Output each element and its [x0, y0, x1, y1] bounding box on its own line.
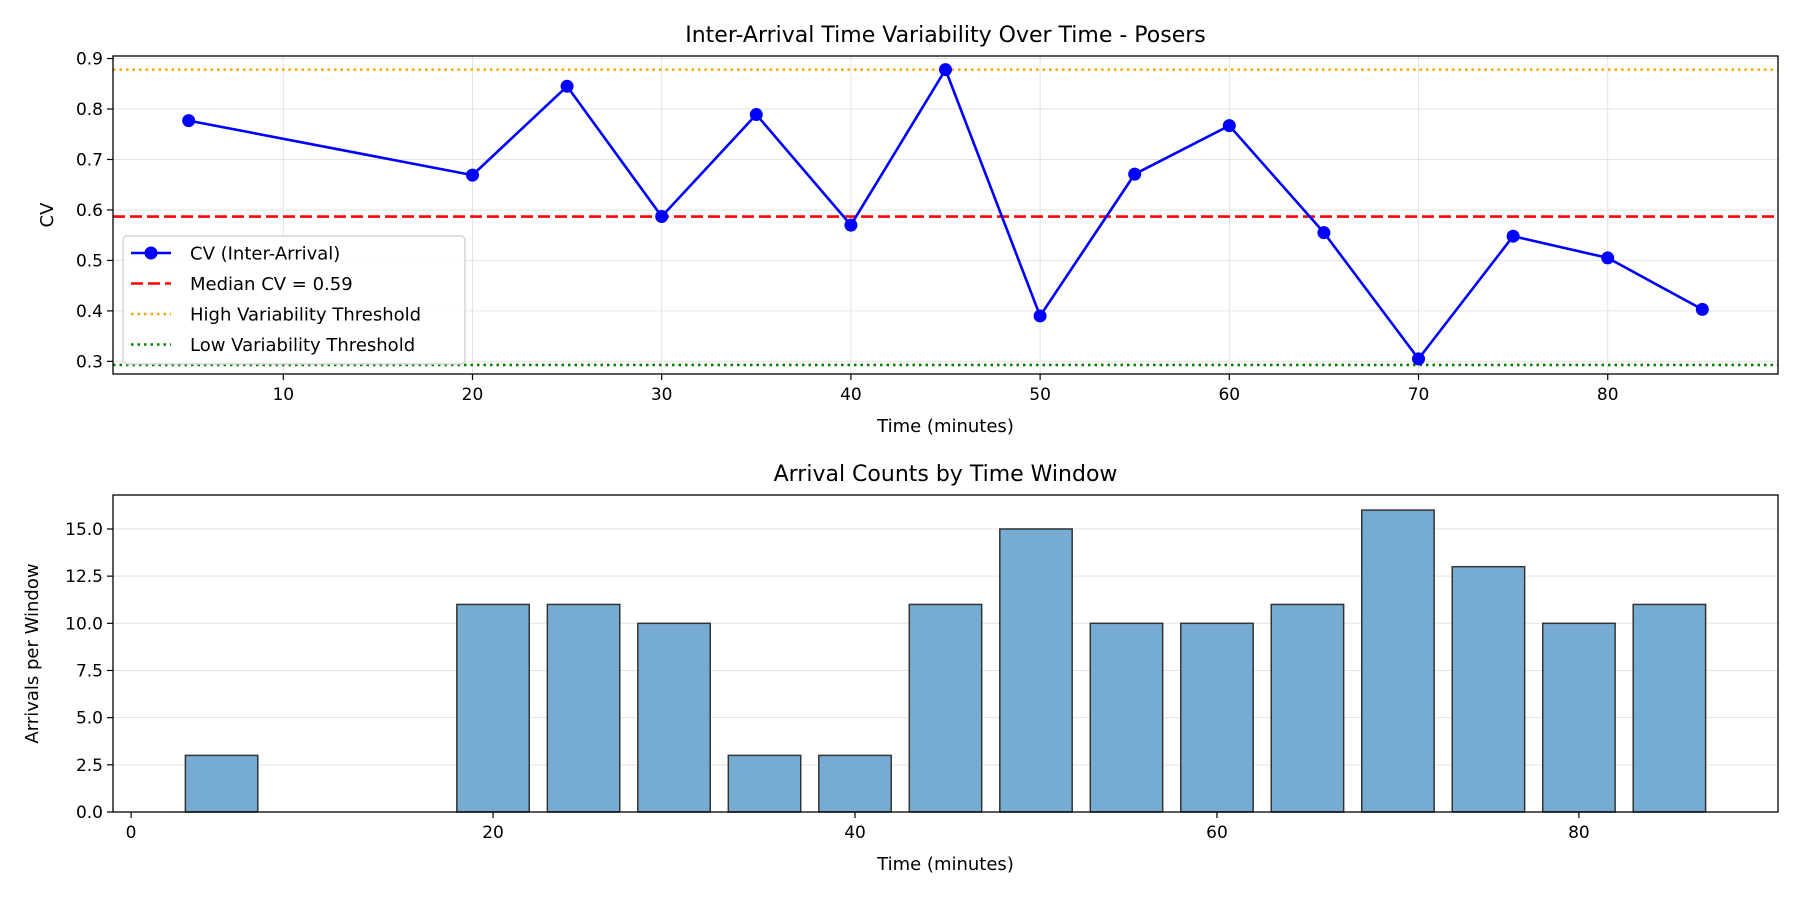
y-tick-label: 0.0 — [76, 803, 103, 823]
cv-data-point — [939, 63, 952, 77]
x-tick-label: 30 — [651, 385, 673, 405]
y-tick-label: 12.5 — [65, 567, 103, 587]
cv-data-point — [465, 168, 479, 182]
legend-entry-label: CV (Inter-Arrival) — [190, 244, 340, 265]
y-tick-label: 0.5 — [76, 251, 103, 271]
arrival-bar — [908, 603, 983, 813]
cv-data-point — [560, 79, 574, 93]
legend-entry-label: High Variability Threshold — [190, 305, 421, 326]
y-tick-label: 0.7 — [76, 150, 103, 170]
cv-data-point — [1222, 119, 1236, 133]
y-tick-label: 0.8 — [76, 100, 103, 120]
arrival-bar — [637, 622, 711, 813]
cv-data-point — [1412, 352, 1426, 366]
arrival-bar — [1541, 622, 1616, 813]
y-tick-label: 0.4 — [76, 302, 103, 322]
chart-title: Arrival Counts by Time Window — [774, 462, 1118, 487]
legend: CV (Inter-Arrival) Median CV = 0.59 High V… — [122, 235, 466, 365]
cv-data-point — [1128, 167, 1142, 181]
y-axis-label: Arrivals per Window — [22, 563, 43, 743]
y-tick-label: 5.0 — [76, 709, 103, 729]
arrival-bar — [1089, 622, 1164, 813]
cv-data-point — [182, 114, 196, 128]
x-tick-label: 40 — [844, 823, 866, 843]
arrival-bar — [546, 603, 621, 813]
x-tick-label: 70 — [1408, 385, 1430, 405]
y-tick-label: 10.0 — [65, 614, 103, 634]
cv-data-point — [749, 108, 763, 122]
y-tick-label: 0.9 — [76, 50, 103, 70]
cv-data-point — [844, 218, 858, 232]
y-tick-label: 15.0 — [65, 520, 103, 540]
arrival-bar — [818, 754, 892, 813]
x-tick-label: 20 — [482, 823, 504, 843]
arrival-bar — [1180, 622, 1254, 813]
x-tick-label: 0 — [126, 823, 137, 843]
x-axis-label: Time (minutes) — [876, 854, 1014, 875]
x-tick-label: 50 — [1029, 385, 1051, 405]
legend-box — [122, 235, 466, 365]
arrival-bar — [184, 754, 259, 813]
arrival-bar — [1451, 565, 1526, 813]
cv-line-chart: 10 20 30 40 50 60 70 80 0.3 0.4 0.5 0.6 0.7 0.8 0.9 In… — [37, 23, 1779, 437]
x-tick-label: 80 — [1568, 823, 1590, 843]
cv-data-point — [1317, 226, 1331, 240]
legend-marker — [144, 246, 158, 260]
y-axis-label: CV — [37, 202, 58, 228]
x-tick-label: 10 — [272, 385, 294, 405]
cv-data-point — [1033, 309, 1047, 323]
y-tick-label: 0.6 — [76, 201, 103, 221]
arrival-bar — [999, 528, 1073, 813]
x-tick-label: 60 — [1206, 823, 1228, 843]
arrival-bar — [456, 603, 531, 813]
legend-entry-label: Low Variability Threshold — [190, 335, 415, 356]
x-tick-label: 40 — [840, 385, 862, 405]
cv-data-point — [1601, 251, 1615, 265]
chart-title: Inter-Arrival Time Variability Over Time… — [685, 23, 1206, 48]
cv-data-point — [1506, 229, 1520, 243]
arrival-bar-chart: 0.0 2.5 5.0 7.5 10.0 12.5 15.0 0 20 40 60 80 Arriva… — [22, 462, 1779, 875]
x-axis-label: Time (minutes) — [876, 416, 1014, 437]
legend-entry-label: Median CV = 0.59 — [190, 274, 353, 295]
x-tick-label: 20 — [462, 385, 484, 405]
x-tick-label: 80 — [1597, 385, 1619, 405]
arrival-bar — [1632, 603, 1707, 813]
arrival-bar — [1361, 509, 1435, 813]
cv-data-point — [655, 210, 669, 224]
arrival-bar — [1270, 603, 1345, 813]
cv-data-point — [1695, 302, 1709, 316]
y-tick-label: 0.3 — [76, 352, 103, 372]
y-tick-label: 2.5 — [76, 756, 103, 776]
x-tick-label: 60 — [1218, 385, 1240, 405]
arrival-bar — [727, 754, 802, 813]
y-tick-label: 7.5 — [76, 661, 103, 681]
